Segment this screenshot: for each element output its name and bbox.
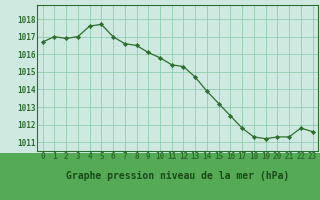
Text: Graphe pression niveau de la mer (hPa): Graphe pression niveau de la mer (hPa) — [66, 170, 289, 181]
